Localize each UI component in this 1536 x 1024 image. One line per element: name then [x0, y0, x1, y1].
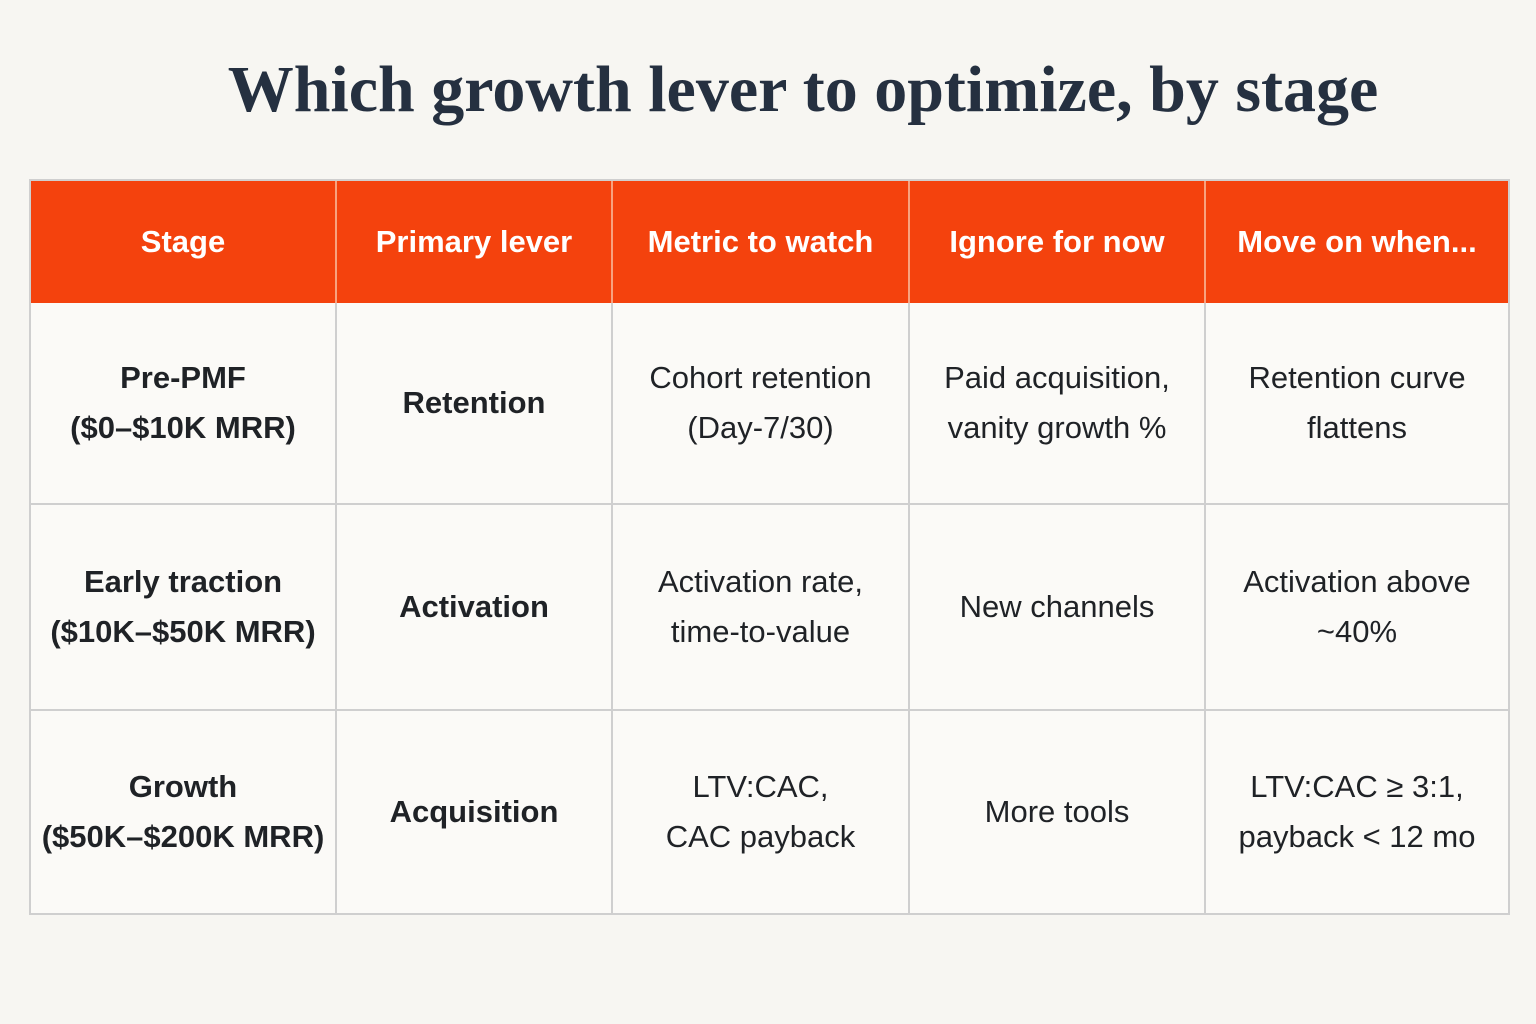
table: Stage Primary lever Metric to watch Ignore …	[29, 179, 1510, 915]
header-cell: Metric to watch	[613, 181, 910, 303]
cell-line: CAC payback	[665, 819, 856, 854]
table-cell: Activation	[337, 505, 613, 711]
table-cell: Acquisition	[337, 711, 613, 913]
title: Which growth lever to optimize, by stage	[227, 53, 1379, 126]
cell-line: Pre-PMF	[120, 360, 246, 395]
cell-line: Acquisition	[389, 794, 559, 829]
table-cell: Cohort retention (Day-7/30)	[613, 303, 910, 505]
cell-line: ($0–$10K MRR)	[70, 410, 296, 445]
cell-line: time-to-value	[670, 614, 851, 649]
cell-line: Activation	[399, 589, 549, 624]
cell-line: ($50K–$200K MRR)	[41, 819, 325, 854]
cell-line: ~40%	[1316, 614, 1398, 649]
cell-line: Retention curve	[1248, 360, 1466, 395]
cell-line: Retention	[402, 385, 546, 420]
cell-line: Paid acquisition,	[944, 360, 1170, 395]
cell-line: LTV:CAC ≥ 3:1,	[1250, 769, 1464, 804]
table-cell: More tools	[910, 711, 1206, 913]
table-cell: Retention	[337, 303, 613, 505]
table-cell: New channels	[910, 505, 1206, 711]
cell-line: payback < 12 mo	[1238, 819, 1476, 854]
header-cell: Ignore for now	[910, 181, 1206, 303]
cell-line: ($10K–$50K MRR)	[50, 614, 316, 649]
table-cell: LTV:CAC, CAC payback	[613, 711, 910, 913]
cell-line: More tools	[984, 794, 1130, 829]
table-cell: Pre-PMF ($0–$10K MRR)	[31, 303, 337, 505]
header-cell: Primary lever	[337, 181, 613, 303]
table-cell: Activation above ~40%	[1206, 505, 1508, 711]
header-cell: Move on when...	[1206, 181, 1508, 303]
cell-line: (Day-7/30)	[687, 410, 834, 445]
cell-line: Activation rate,	[657, 564, 864, 599]
cell-line: Cohort retention	[649, 360, 872, 395]
cell-line: Growth	[128, 769, 238, 804]
table-cell: Activation rate, time-to-value	[613, 505, 910, 711]
table-cell: Growth ($50K–$200K MRR)	[31, 711, 337, 913]
cell-line: LTV:CAC,	[692, 769, 829, 804]
cell-line: New channels	[959, 589, 1155, 624]
cell-line: Early traction	[83, 564, 283, 599]
table-cell: Retention curve flattens	[1206, 303, 1508, 505]
table-cell: Early traction ($10K–$50K MRR)	[31, 505, 337, 711]
cell-line: flattens	[1307, 410, 1407, 445]
header-cell: Stage	[31, 181, 337, 303]
cell-line: Activation above	[1243, 564, 1471, 599]
table-cell: LTV:CAC ≥ 3:1, payback < 12 mo	[1206, 711, 1508, 913]
cell-line: vanity growth %	[947, 410, 1167, 445]
table-cell: Paid acquisition, vanity growth %	[910, 303, 1206, 505]
